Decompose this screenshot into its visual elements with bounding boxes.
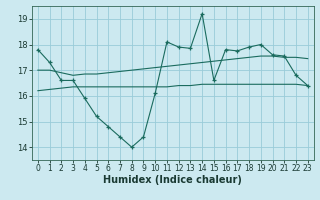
X-axis label: Humidex (Indice chaleur): Humidex (Indice chaleur) [103, 175, 242, 185]
